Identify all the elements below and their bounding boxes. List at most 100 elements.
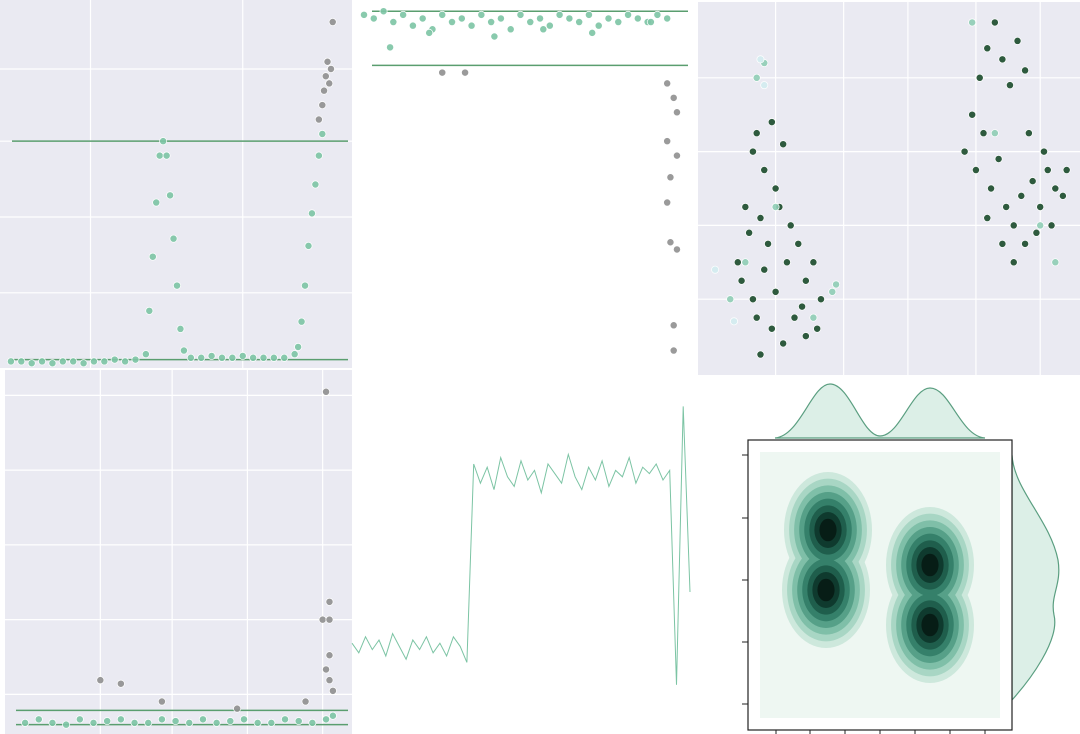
point: [779, 140, 788, 149]
point: [259, 353, 268, 362]
point: [1002, 202, 1011, 211]
point: [267, 718, 276, 727]
point: [325, 676, 334, 685]
point: [323, 57, 332, 66]
point: [798, 302, 807, 311]
point: [27, 359, 36, 368]
point: [58, 357, 67, 366]
point: [269, 353, 278, 362]
point: [320, 86, 328, 95]
point: [760, 81, 769, 90]
point: [594, 21, 603, 30]
point: [1028, 177, 1037, 186]
point: [176, 324, 185, 333]
kde-contour: [921, 613, 939, 637]
point: [325, 79, 334, 88]
kde-contour: [817, 578, 835, 602]
point: [526, 18, 535, 26]
point: [666, 238, 675, 247]
point: [801, 276, 810, 285]
point: [197, 353, 206, 362]
point: [467, 21, 476, 30]
point: [794, 239, 803, 248]
point: [748, 295, 757, 304]
point: [294, 343, 303, 351]
point: [584, 10, 593, 19]
point: [379, 7, 388, 16]
point: [425, 28, 434, 37]
point: [89, 718, 98, 727]
point: [726, 295, 735, 304]
point: [604, 14, 613, 23]
point: [318, 615, 327, 624]
point: [369, 14, 378, 23]
point: [157, 715, 166, 724]
point: [575, 18, 584, 26]
point: [673, 151, 681, 160]
point: [764, 239, 772, 248]
point: [62, 720, 71, 729]
point: [238, 352, 247, 360]
point: [318, 101, 327, 110]
point: [144, 718, 153, 727]
point: [438, 68, 447, 77]
point: [325, 651, 334, 660]
point: [294, 717, 303, 726]
point: [979, 129, 988, 138]
point: [457, 14, 466, 23]
point: [328, 711, 337, 720]
point: [998, 239, 1007, 248]
point: [75, 715, 84, 724]
point: [477, 10, 486, 19]
point: [116, 715, 125, 724]
point: [1036, 202, 1045, 211]
point: [663, 79, 672, 88]
kde-contour: [921, 553, 939, 577]
point: [646, 18, 655, 26]
point: [1058, 191, 1067, 200]
point: [756, 214, 765, 222]
point: [971, 166, 980, 174]
point: [103, 717, 112, 726]
point: [801, 332, 810, 341]
point: [994, 155, 1003, 163]
point: [48, 359, 57, 368]
point: [790, 313, 799, 322]
point: [327, 65, 335, 73]
point: [767, 324, 776, 333]
point: [663, 137, 672, 146]
point: [131, 355, 140, 364]
point: [565, 14, 574, 23]
point: [1021, 66, 1030, 75]
kde-contour: [819, 518, 837, 542]
point: [322, 665, 331, 674]
point: [990, 129, 999, 138]
point: [171, 717, 180, 726]
point: [752, 313, 761, 322]
point: [817, 295, 825, 304]
point: [673, 108, 681, 117]
point: [748, 147, 757, 156]
point: [786, 221, 795, 230]
point: [490, 32, 499, 41]
point: [760, 265, 769, 274]
point: [461, 68, 470, 77]
point: [771, 202, 780, 211]
point: [1006, 81, 1014, 90]
plot-background: [5, 370, 352, 734]
point: [17, 357, 26, 366]
point: [322, 387, 331, 396]
point: [218, 353, 226, 362]
point: [1017, 191, 1026, 200]
point: [314, 151, 323, 160]
point: [386, 43, 395, 52]
point: [828, 287, 837, 296]
point: [179, 346, 188, 355]
point: [1051, 258, 1060, 267]
point: [669, 321, 678, 330]
point: [990, 18, 999, 27]
point: [325, 615, 334, 624]
point: [653, 10, 662, 19]
point: [1036, 221, 1045, 230]
point: [545, 21, 554, 30]
